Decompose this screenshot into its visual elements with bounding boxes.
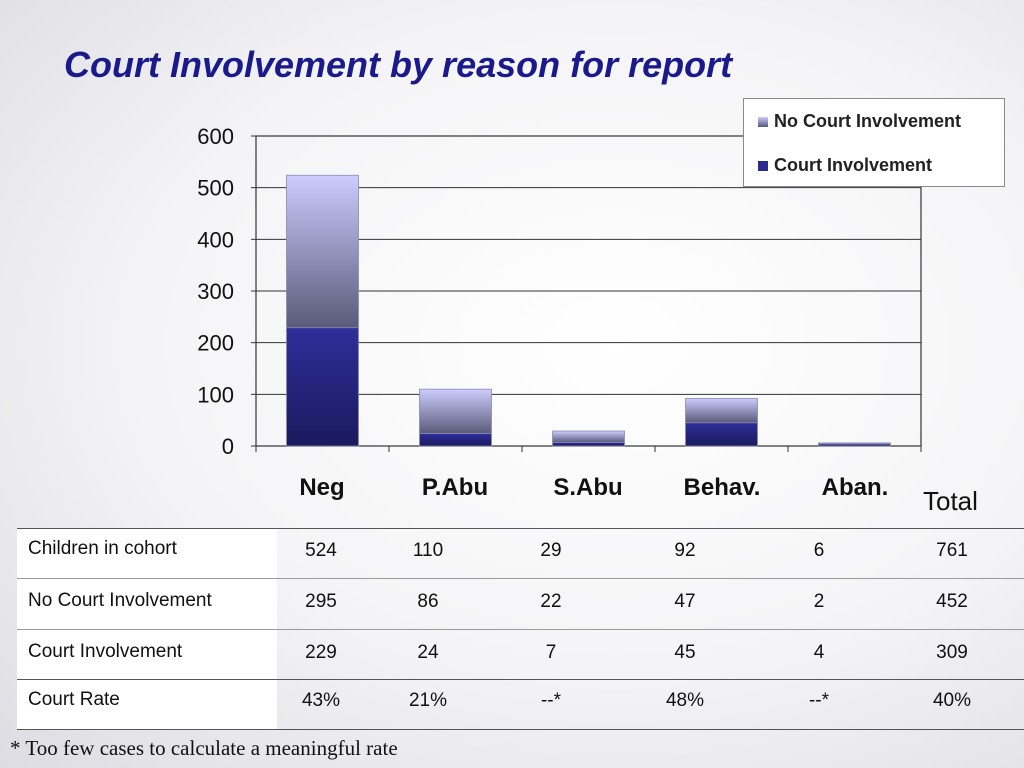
table-cell: 761 bbox=[936, 540, 968, 561]
y-tick-label: 600 bbox=[197, 124, 234, 149]
table-cell: 309 bbox=[936, 642, 968, 663]
y-tick-label: 300 bbox=[197, 279, 234, 304]
table-cell: 110 bbox=[412, 540, 444, 561]
footnote: * Too few cases to calculate a meaningfu… bbox=[10, 736, 398, 760]
table-cell: 86 bbox=[417, 591, 439, 612]
bar-court-behav bbox=[685, 422, 758, 447]
row-label-no-court: No Court Involvement bbox=[28, 590, 212, 611]
table-cell: 524 bbox=[305, 540, 337, 561]
row-label-children: Children in cohort bbox=[28, 538, 177, 559]
table-rule bbox=[17, 679, 1024, 680]
y-tick-label: 200 bbox=[197, 331, 234, 356]
table-cell: 40% bbox=[932, 690, 972, 711]
table-cell: 45 bbox=[674, 642, 696, 663]
table-cell: 22 bbox=[540, 591, 562, 612]
legend-item-court: Court Involvement bbox=[758, 155, 932, 176]
table-rule bbox=[17, 629, 1024, 630]
table-cell: 229 bbox=[305, 642, 337, 663]
legend-swatch-no-court bbox=[758, 116, 768, 127]
y-tick-label: 0 bbox=[222, 434, 234, 459]
table-cell: 43% bbox=[301, 690, 341, 711]
table-cell: 48% bbox=[665, 690, 705, 711]
category-label-s-abu: S.Abu bbox=[553, 474, 623, 501]
legend-swatch-court bbox=[758, 160, 768, 171]
bar-no-court-aban bbox=[818, 442, 891, 445]
y-tick-label: 100 bbox=[197, 382, 234, 407]
table-rule bbox=[17, 578, 1024, 579]
y-tick-label: 500 bbox=[197, 176, 234, 201]
row-label-court: Court Involvement bbox=[28, 641, 183, 662]
table-cell: 2 bbox=[813, 591, 825, 612]
table-cell: --* bbox=[540, 690, 562, 711]
slide-title: Court Involvement by reason for report bbox=[64, 44, 733, 85]
category-label-aban: Aban. bbox=[821, 474, 889, 501]
y-tick-label: 400 bbox=[197, 227, 234, 252]
table-cell: 24 bbox=[417, 642, 439, 663]
legend-item-no-court: No Court Involvement bbox=[758, 111, 961, 132]
legend-label-no-court: No Court Involvement bbox=[774, 111, 962, 131]
stacked-bar-chart: 0 100 200 300 400 500 600 bbox=[197, 124, 922, 459]
bar-no-court-sabu bbox=[552, 430, 625, 443]
bar-no-court-behav bbox=[685, 398, 758, 424]
bar-court-sabu bbox=[552, 441, 625, 447]
legend-label-court: Court Involvement bbox=[774, 155, 933, 175]
table-cell: 47 bbox=[674, 591, 696, 612]
table-cell: 6 bbox=[813, 540, 825, 561]
bar-court-pabu bbox=[419, 433, 492, 447]
table-cell: 29 bbox=[540, 540, 562, 561]
category-label-neg: Neg bbox=[299, 474, 345, 501]
table-cell: 7 bbox=[545, 642, 557, 663]
row-label-court-rate: Court Rate bbox=[28, 689, 120, 710]
table-rule bbox=[17, 729, 1024, 730]
bar-no-court-pabu bbox=[419, 388, 492, 434]
table-cell: --* bbox=[808, 690, 830, 711]
category-label-behav: Behav. bbox=[683, 474, 761, 501]
table-rule bbox=[17, 528, 1024, 529]
table-cell: 452 bbox=[936, 591, 968, 612]
table-cell: 295 bbox=[305, 591, 337, 612]
table-cell: 92 bbox=[674, 540, 696, 561]
chart-legend: No Court Involvement Court Involvement bbox=[743, 98, 1005, 187]
table-cell: 4 bbox=[813, 642, 825, 663]
bar-no-court-neg bbox=[286, 174, 359, 329]
table-cell: 21% bbox=[408, 690, 448, 711]
total-column-header: Total bbox=[923, 486, 978, 516]
category-label-p-abu: P.Abu bbox=[421, 474, 489, 501]
bar-court-neg bbox=[286, 327, 359, 447]
